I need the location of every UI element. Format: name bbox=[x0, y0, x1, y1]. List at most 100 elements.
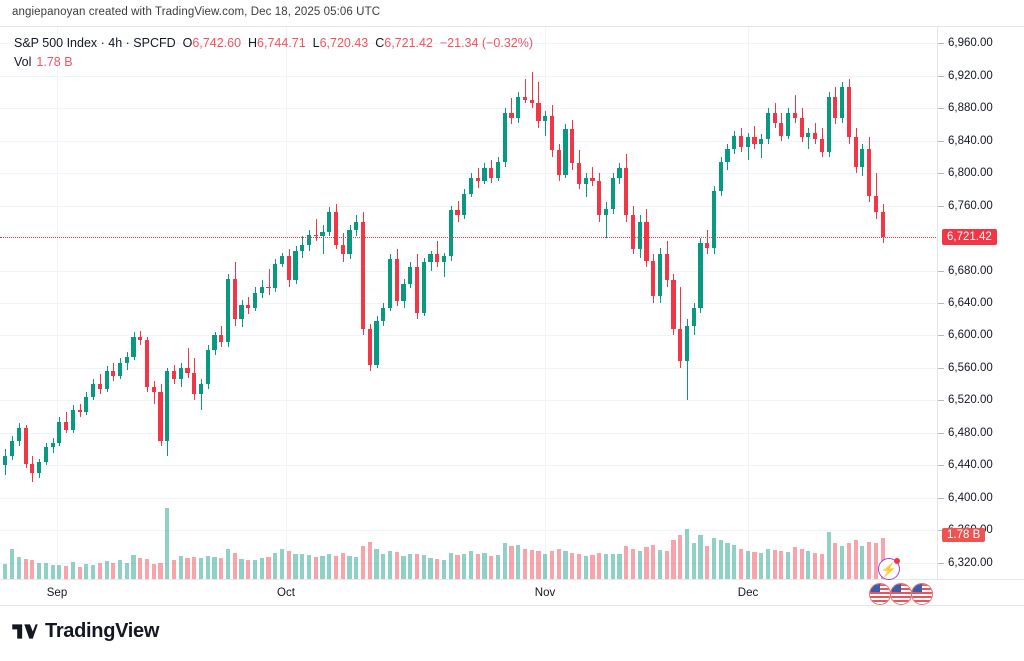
volume-bar bbox=[711, 537, 716, 579]
candle-wick bbox=[323, 225, 324, 255]
price-tick-label: 6,400.00 bbox=[948, 491, 993, 504]
volume-bar bbox=[178, 556, 183, 579]
grid-line-horizontal bbox=[0, 108, 937, 110]
chart-plot-area[interactable] bbox=[0, 27, 938, 579]
candle-body bbox=[144, 340, 150, 388]
volume-bar bbox=[347, 556, 352, 579]
price-tick-dash bbox=[938, 497, 944, 499]
volume-bar bbox=[266, 557, 271, 579]
volume-bar bbox=[779, 551, 784, 579]
price-tick-label: 6,960.00 bbox=[948, 37, 993, 50]
volume-bar bbox=[516, 544, 521, 579]
footer-brand: TradingView bbox=[12, 620, 159, 643]
volume-bar bbox=[43, 563, 48, 579]
volume-bar bbox=[414, 553, 420, 579]
price-tick-dash bbox=[938, 75, 944, 77]
candle-body bbox=[3, 455, 8, 466]
candle-body bbox=[246, 304, 251, 308]
candle-body bbox=[91, 384, 96, 398]
candle-body bbox=[293, 251, 298, 281]
volume-bar bbox=[138, 558, 143, 579]
candle-body bbox=[64, 421, 69, 430]
candle-body bbox=[70, 410, 75, 430]
volume-bar bbox=[286, 551, 291, 579]
candle-body bbox=[192, 372, 197, 394]
tradingview-logo-icon bbox=[12, 624, 38, 639]
current-price-tag[interactable]: 6,721.42 bbox=[942, 228, 997, 245]
candle-body bbox=[84, 397, 89, 412]
candle-body bbox=[651, 260, 656, 297]
candle-body bbox=[185, 367, 190, 373]
candle-body bbox=[664, 254, 669, 281]
candle-body bbox=[138, 337, 143, 341]
candle-wick bbox=[680, 286, 681, 368]
candle-wick bbox=[316, 218, 317, 242]
volume-bar bbox=[374, 548, 379, 579]
volume-bar bbox=[50, 564, 55, 579]
grid-line-horizontal bbox=[0, 140, 937, 142]
candle-body bbox=[583, 177, 588, 185]
lightning-badge[interactable]: ⚡ bbox=[878, 558, 900, 580]
us-flag-badge-2[interactable] bbox=[890, 583, 912, 605]
candle-body bbox=[347, 229, 352, 255]
grid-line-horizontal bbox=[0, 335, 937, 337]
volume-bar bbox=[657, 550, 663, 579]
volume-bar bbox=[354, 557, 359, 579]
candle-body bbox=[394, 259, 399, 302]
candle-wick bbox=[478, 168, 479, 188]
candle-body bbox=[225, 278, 231, 342]
candle-body bbox=[462, 194, 467, 216]
candle-body bbox=[502, 113, 507, 162]
candle-body bbox=[495, 161, 501, 178]
candle-body bbox=[556, 150, 561, 175]
candle-body bbox=[232, 278, 237, 320]
candle-body bbox=[414, 267, 420, 313]
candle-body bbox=[799, 117, 804, 138]
volume-bar bbox=[826, 532, 831, 579]
volume-bar bbox=[556, 548, 561, 579]
candle-body bbox=[273, 264, 278, 289]
us-flag-badge-3[interactable] bbox=[911, 583, 933, 605]
candle-body bbox=[266, 286, 271, 289]
volume-bar bbox=[873, 543, 878, 579]
candle-wick bbox=[444, 252, 445, 277]
candle-body bbox=[705, 242, 710, 248]
candle-body bbox=[786, 113, 791, 136]
price-tick-label: 6,600.00 bbox=[948, 329, 993, 342]
candle-body bbox=[806, 132, 811, 138]
volume-bar bbox=[489, 555, 494, 579]
volume-bar bbox=[3, 563, 8, 579]
candle-body bbox=[678, 328, 683, 362]
price-tick-dash bbox=[938, 270, 944, 272]
price-tick-label: 6,640.00 bbox=[948, 297, 993, 309]
volume-bar bbox=[394, 552, 399, 579]
volume-bar bbox=[644, 547, 649, 579]
volume-bar bbox=[543, 553, 548, 579]
us-flag-badge-1[interactable] bbox=[869, 583, 891, 605]
candle-body bbox=[408, 267, 413, 284]
volume-bar bbox=[867, 541, 872, 579]
time-axis[interactable]: Sep Oct Nov Dec bbox=[0, 579, 1024, 607]
candle-body bbox=[725, 148, 730, 162]
price-axis[interactable]: 6,960.00 6,920.00 6,880.00 6,840.00 6,800.00… bbox=[938, 27, 1024, 579]
volume-bar bbox=[320, 556, 325, 579]
volume-bar bbox=[124, 562, 129, 579]
volume-bar bbox=[306, 554, 312, 579]
candle-body bbox=[23, 428, 28, 464]
grid-line-vertical bbox=[57, 27, 58, 579]
time-tick-label: Nov bbox=[534, 587, 556, 599]
volume-bar bbox=[482, 552, 487, 579]
candle-body bbox=[718, 161, 723, 191]
price-tick-label: 6,520.00 bbox=[948, 394, 993, 407]
time-tick-label: Sep bbox=[46, 587, 68, 599]
candle-body bbox=[691, 307, 696, 326]
volume-bar bbox=[387, 551, 393, 579]
candle-body bbox=[124, 356, 129, 364]
candle-body bbox=[37, 462, 42, 474]
candle-body bbox=[367, 328, 372, 365]
candle-body bbox=[765, 113, 770, 140]
volume-bar bbox=[198, 558, 204, 579]
current-volume-tag[interactable]: 1.78 B bbox=[942, 528, 986, 542]
candle-body bbox=[252, 293, 258, 308]
volume-bar bbox=[853, 540, 858, 579]
